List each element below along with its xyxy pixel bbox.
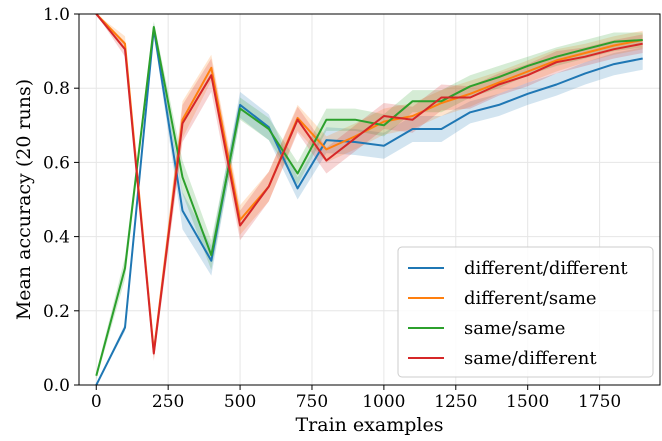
legend-label: different/same: [464, 288, 597, 309]
legend-label: different/different: [464, 258, 628, 279]
x-tick-label: 1250: [434, 392, 477, 412]
x-tick-label: 750: [296, 392, 328, 412]
y-tick-label: 0.0: [43, 376, 70, 396]
x-tick-label: 0: [91, 392, 102, 412]
y-axis-label: Mean accuracy (20 runs): [13, 79, 35, 320]
y-tick-label: 0.6: [43, 153, 70, 173]
x-tick-label: 250: [152, 392, 184, 412]
x-axis-label: Train examples: [296, 414, 444, 436]
x-tick-label: 1750: [578, 392, 621, 412]
x-axis-ticks: 0 250 500 750 1000 1250 1500 1750: [91, 385, 621, 412]
legend-label: same/different: [464, 348, 597, 369]
y-axis-ticks: 0.0 0.2 0.4 0.6 0.8 1.0: [43, 5, 79, 396]
x-tick-label: 1500: [506, 392, 549, 412]
x-tick-label: 500: [224, 392, 256, 412]
x-tick-label: 1000: [362, 392, 405, 412]
legend-label: same/same: [464, 318, 565, 339]
y-tick-label: 0.8: [43, 79, 70, 99]
y-tick-label: 1.0: [43, 5, 70, 25]
legend: different/different different/same same/sa…: [398, 247, 653, 377]
y-tick-label: 0.2: [43, 302, 70, 322]
y-tick-label: 0.4: [43, 228, 70, 248]
